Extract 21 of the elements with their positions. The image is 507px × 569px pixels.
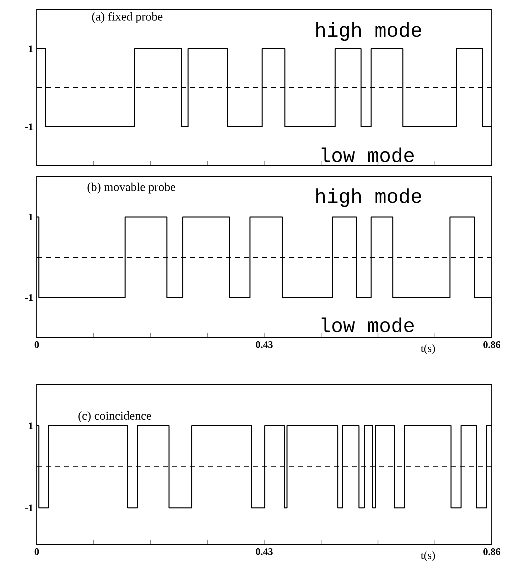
annotation: high mode	[316, 188, 422, 208]
x-tick-label: 0.86	[484, 548, 500, 556]
x-tick-label: 0.43	[256, 548, 273, 556]
y-tick-label: 1	[29, 422, 33, 430]
x-axis-title: t(s)	[421, 344, 436, 354]
annotation: low mode	[322, 318, 414, 332]
text: (c) coincidence	[78, 412, 152, 422]
x-axis-title: t(s)	[421, 552, 436, 562]
x-tick-label: 0.86	[484, 342, 500, 348]
chart-title: (a) fixed probe	[92, 12, 163, 24]
y-tick-label: -1	[25, 504, 33, 512]
annotation: high mode	[316, 22, 422, 42]
annotation: low mode	[322, 148, 414, 162]
x-tick-label: 0.43	[256, 342, 273, 348]
chart-title: (b) movable probe	[88, 182, 176, 194]
y-tick-label: -1	[25, 294, 33, 302]
x-tick-label: 0	[34, 548, 40, 556]
y-tick-label: 1	[29, 214, 33, 221]
y-tick-label: 1	[29, 46, 33, 52]
x-tick-label: 0	[34, 342, 40, 348]
y-tick-label: -1	[25, 124, 33, 130]
